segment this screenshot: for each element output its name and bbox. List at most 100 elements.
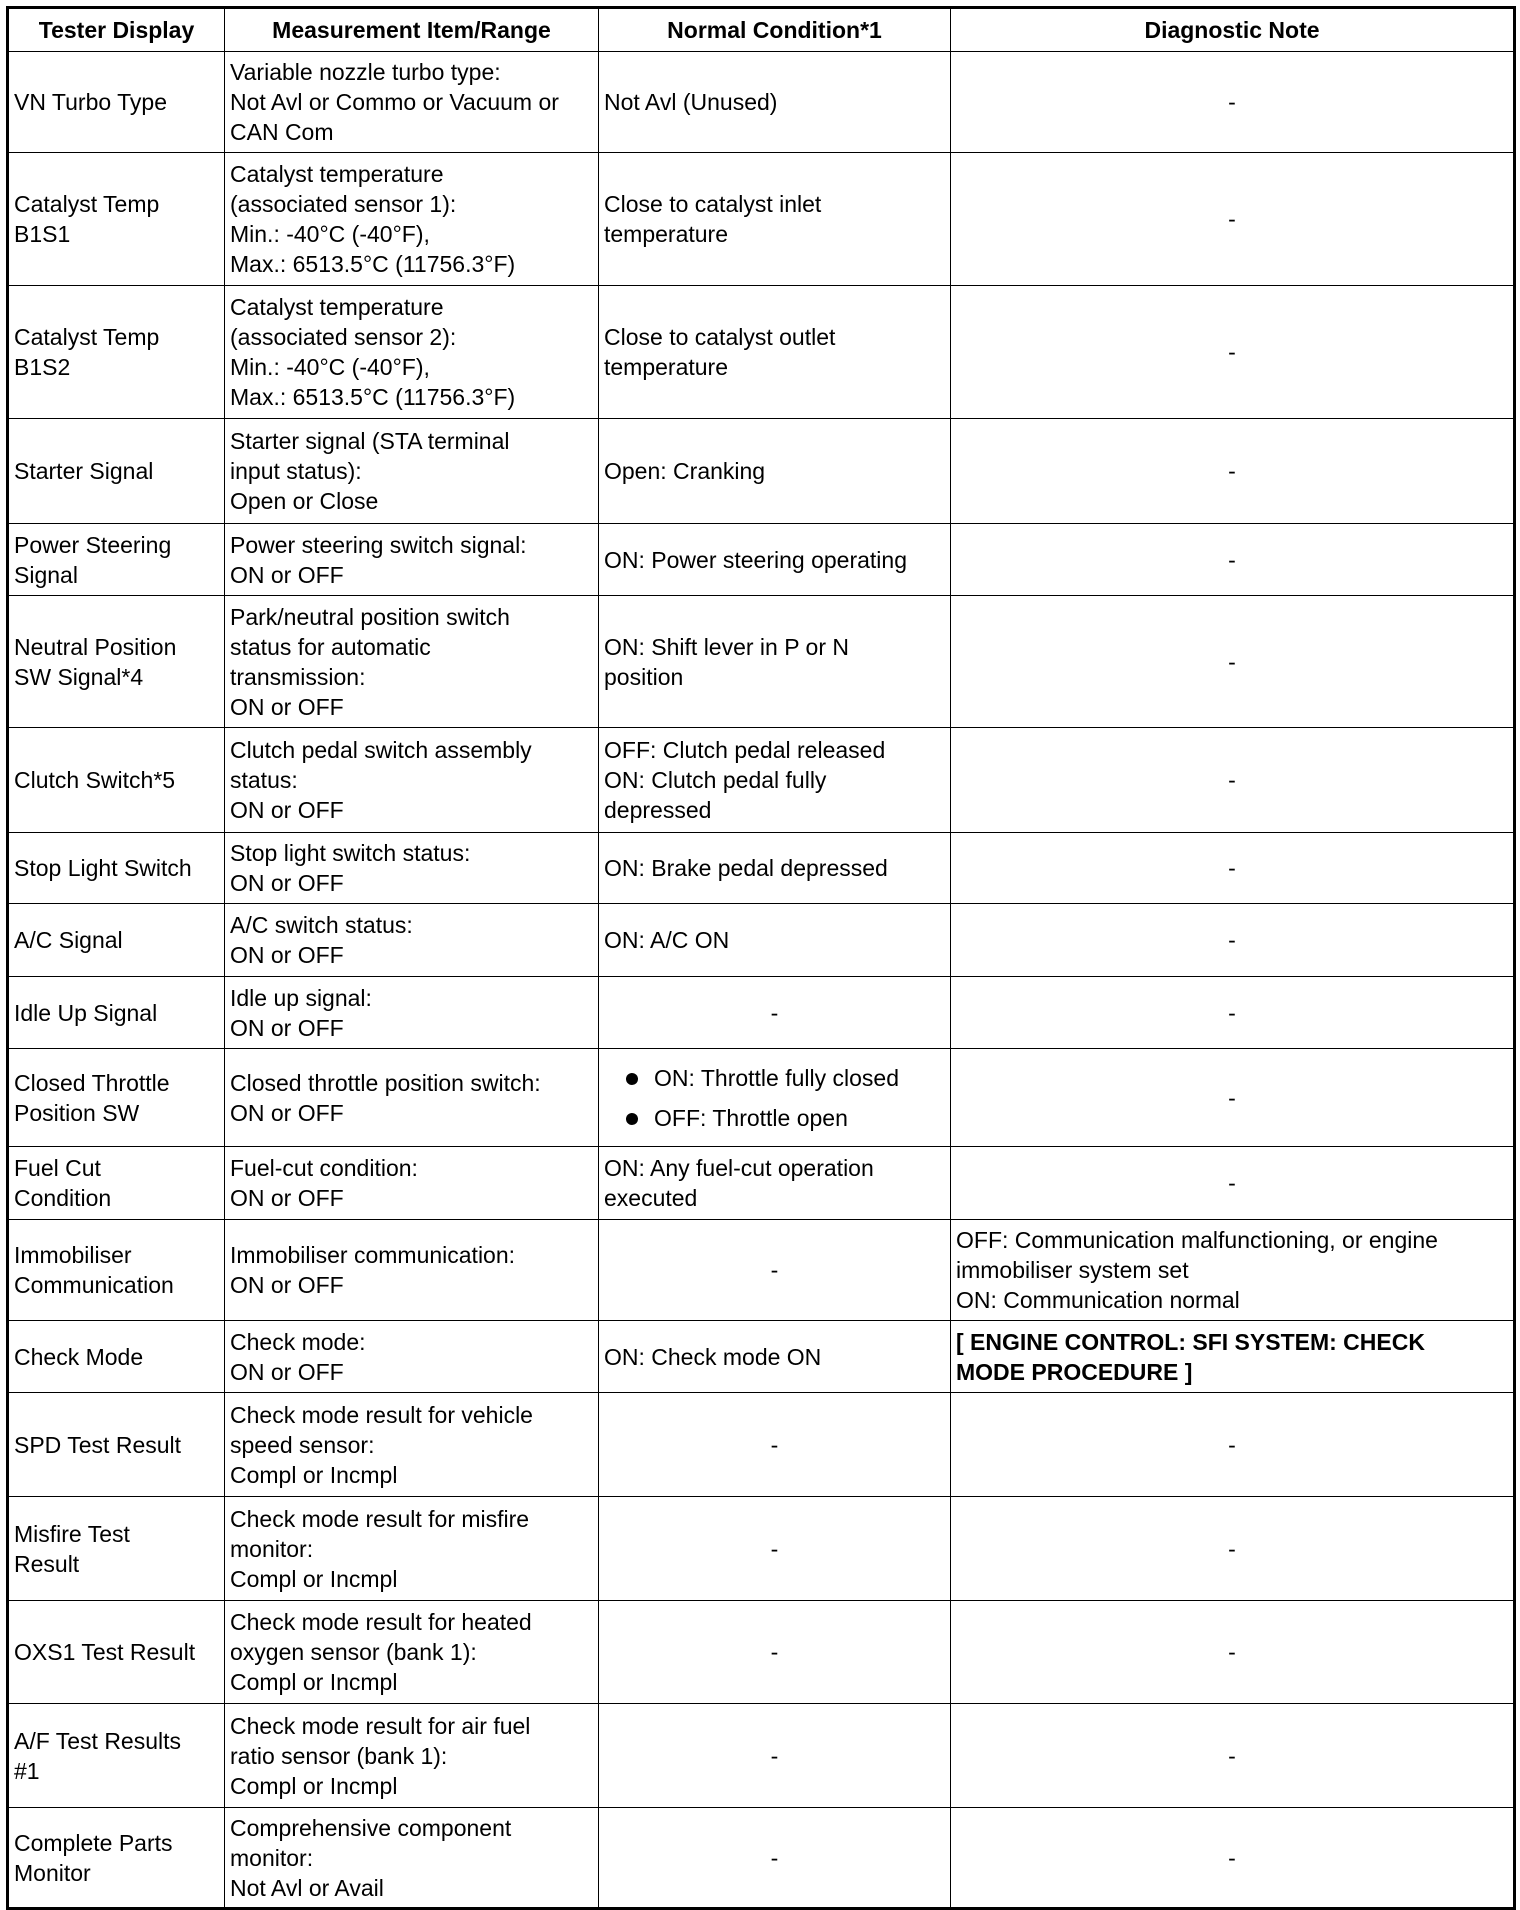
measurement-item-cell: Check mode result for heated oxygen sens… [224, 1600, 599, 1704]
measurement-item-cell: Idle up signal: ON or OFF [224, 976, 599, 1049]
table-row: A/F Test Results #1 Check mode result for… [7, 1703, 1515, 1808]
diagnostic-note-cell: - [950, 285, 1515, 419]
normal-condition-cell: - [598, 1392, 951, 1497]
measurement-item-cell: Check mode result for misfire monitor: C… [224, 1496, 599, 1601]
header-measurement-item: Measurement Item/Range [224, 7, 599, 52]
normal-condition-cell: ON: A/C ON [598, 903, 951, 977]
table-row: Clutch Switch*5 Clutch pedal switch assem… [7, 727, 1515, 833]
diagnostic-note-cell: - [950, 903, 1515, 977]
diagnostic-note-cell: - [950, 1048, 1515, 1147]
measurement-item-cell: Catalyst temperature (associated sensor … [224, 152, 599, 286]
table-row: Idle Up Signal Idle up signal: ON or OFF -… [7, 976, 1515, 1049]
header-tester-display: Tester Display [7, 7, 225, 52]
tester-display-cell: Idle Up Signal [7, 976, 225, 1049]
table-row: Complete Parts Monitor Comprehensive comp… [7, 1807, 1515, 1909]
diagnostic-note-cell: - [950, 1600, 1515, 1704]
tester-display-cell: Stop Light Switch [7, 832, 225, 904]
tester-display-cell: Catalyst Temp B1S2 [7, 285, 225, 419]
normal-condition-cell: - [598, 1807, 951, 1909]
diagnostic-note-cell: - [950, 976, 1515, 1049]
diagnostic-note-cell: - [950, 152, 1515, 286]
tester-display-cell: Misfire Test Result [7, 1496, 225, 1601]
measurement-item-cell: Check mode result for air fuel ratio sen… [224, 1703, 599, 1808]
diagnostic-note-cell: - [950, 51, 1515, 153]
tester-display-cell: Check Mode [7, 1320, 225, 1393]
diagnostic-note-cell: - [950, 1807, 1515, 1909]
table-row: Power Steering Signal Power steering swit… [7, 523, 1515, 596]
measurement-item-cell: Comprehensive component monitor: Not Avl… [224, 1807, 599, 1909]
table-row: Catalyst Temp B1S2 Catalyst temperature (… [7, 285, 1515, 419]
normal-condition-cell: - [598, 1219, 951, 1321]
measurement-item-cell: Clutch pedal switch assembly status: ON … [224, 727, 599, 833]
tester-display-cell: Power Steering Signal [7, 523, 225, 596]
tester-display-cell: Starter Signal [7, 418, 225, 524]
tester-display-cell: Catalyst Temp B1S1 [7, 152, 225, 286]
diagnostic-note-cell: - [950, 595, 1515, 728]
table-row: Fuel Cut Condition Fuel-cut condition: ON… [7, 1146, 1515, 1220]
header-normal-condition: Normal Condition*1 [598, 7, 951, 52]
tester-display-cell: VN Turbo Type [7, 51, 225, 153]
diagnostic-note-cell: - [950, 523, 1515, 596]
table-row: Stop Light Switch Stop light switch statu… [7, 832, 1515, 904]
normal-condition-cell: - [598, 1496, 951, 1601]
header-row: Tester Display Measurement Item/Range No… [7, 7, 1515, 52]
normal-condition-cell: ON: Any fuel-cut operation executed [598, 1146, 951, 1220]
diagnostic-note-cell: - [950, 1496, 1515, 1601]
table-row: Misfire Test Result Check mode result for… [7, 1496, 1515, 1601]
measurement-item-cell: Check mode: ON or OFF [224, 1320, 599, 1393]
normal-condition-cell: - [598, 976, 951, 1049]
tester-display-cell: SPD Test Result [7, 1392, 225, 1497]
tester-display-cell: A/C Signal [7, 903, 225, 977]
normal-condition-cell: OFF: Clutch pedal released ON: Clutch pe… [598, 727, 951, 833]
diagnostic-note-cell: - [950, 1703, 1515, 1808]
normal-condition-cell: ON: Brake pedal depressed [598, 832, 951, 904]
normal-condition-cell: - [598, 1703, 951, 1808]
table-row: Immobiliser Communication Immobiliser com… [7, 1219, 1515, 1321]
normal-condition-cell: ON: Power steering operating [598, 523, 951, 596]
normal-condition-cell: Close to catalyst outlet temperature [598, 285, 951, 419]
tester-display-cell: Clutch Switch*5 [7, 727, 225, 833]
measurement-item-cell: Immobiliser communication: ON or OFF [224, 1219, 599, 1321]
measurement-item-cell: Variable nozzle turbo type: Not Avl or C… [224, 51, 599, 153]
data-list-table: Tester Display Measurement Item/Range No… [6, 6, 1516, 1910]
diagnostic-note-cell: - [950, 832, 1515, 904]
measurement-item-cell: Stop light switch status: ON or OFF [224, 832, 599, 904]
diagnostic-note-cell: - [950, 727, 1515, 833]
measurement-item-cell: Starter signal (STA terminal input statu… [224, 418, 599, 524]
normal-condition-cell: ON: Shift lever in P or N position [598, 595, 951, 728]
bullet-item: ON: Throttle fully closed [626, 1063, 945, 1093]
normal-condition-cell: - [598, 1600, 951, 1704]
diagnostic-note-cell: OFF: Communication malfunctioning, or en… [950, 1219, 1515, 1321]
measurement-item-cell: Fuel-cut condition: ON or OFF [224, 1146, 599, 1220]
header-diagnostic-note: Diagnostic Note [950, 7, 1515, 52]
tester-display-cell: OXS1 Test Result [7, 1600, 225, 1704]
tester-display-cell: Closed Throttle Position SW [7, 1048, 225, 1147]
table-row: Check Mode Check mode: ON or OFF ON: Check… [7, 1320, 1515, 1393]
normal-condition-cell: Not Avl (Unused) [598, 51, 951, 153]
measurement-item-cell: Power steering switch signal: ON or OFF [224, 523, 599, 596]
measurement-item-cell: Closed throttle position switch: ON or O… [224, 1048, 599, 1147]
table-row: A/C Signal A/C switch status: ON or OFF ON… [7, 903, 1515, 977]
table-row: Catalyst Temp B1S1 Catalyst temperature (… [7, 152, 1515, 286]
table-row: VN Turbo Type Variable nozzle turbo type:… [7, 51, 1515, 153]
measurement-item-cell: A/C switch status: ON or OFF [224, 903, 599, 977]
table-row: OXS1 Test Result Check mode result for he… [7, 1600, 1515, 1704]
diagnostic-note-cell: - [950, 1392, 1515, 1497]
measurement-item-cell: Check mode result for vehicle speed sens… [224, 1392, 599, 1497]
normal-condition-cell: Close to catalyst inlet temperature [598, 152, 951, 286]
tester-display-cell: Complete Parts Monitor [7, 1807, 225, 1909]
measurement-item-cell: Catalyst temperature (associated sensor … [224, 285, 599, 419]
table-row: Starter Signal Starter signal (STA termin… [7, 418, 1515, 524]
tester-display-cell: Fuel Cut Condition [7, 1146, 225, 1220]
bullet-item: OFF: Throttle open [626, 1103, 945, 1133]
tester-display-cell: Neutral Position SW Signal*4 [7, 595, 225, 728]
diagnostic-note-cell: - [950, 418, 1515, 524]
tester-display-cell: A/F Test Results #1 [7, 1703, 225, 1808]
table-row: SPD Test Result Check mode result for veh… [7, 1392, 1515, 1497]
diagnostic-note-link[interactable]: [ ENGINE CONTROL: SFI SYSTEM: CHECK MODE… [950, 1320, 1515, 1393]
normal-condition-cell: ON: Check mode ON [598, 1320, 951, 1393]
table-row: Closed Throttle Position SW Closed thrott… [7, 1048, 1515, 1147]
table-row: Neutral Position SW Signal*4 Park/neutral… [7, 595, 1515, 728]
measurement-item-cell: Park/neutral position switch status for … [224, 595, 599, 728]
normal-condition-cell: ON: Throttle fully closed OFF: Throttle o… [598, 1048, 951, 1147]
